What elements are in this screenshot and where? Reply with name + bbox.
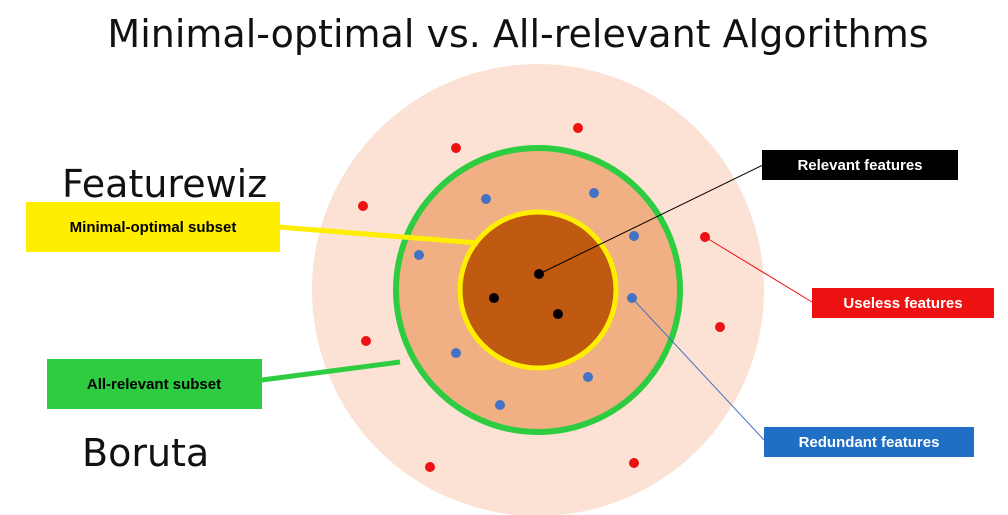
title: Minimal-optimal vs. All-relevant Algorit… xyxy=(107,12,928,56)
allrelevant-box xyxy=(47,359,262,409)
redundant-box xyxy=(764,427,974,457)
relevant-callout: Relevant features xyxy=(797,157,922,174)
useless-callout: Useless features xyxy=(843,295,962,312)
minimal-leader xyxy=(277,224,479,246)
useless-leader xyxy=(704,236,813,303)
featurewiz-label: Featurewiz xyxy=(62,162,267,206)
minimal-callout: Minimal-optimal subset xyxy=(70,219,237,236)
redundant-callout: Redundant features xyxy=(799,434,940,451)
useless-box xyxy=(812,288,994,318)
allrelevant-leader xyxy=(261,359,401,383)
boruta-label: Boruta xyxy=(82,431,209,475)
minimal-circle xyxy=(457,209,619,371)
useless-dots xyxy=(358,123,725,472)
allrelevant-callout: All-relevant subset xyxy=(87,376,221,393)
relevant-box xyxy=(762,150,958,180)
redundant-leader xyxy=(631,297,766,442)
minimal-box xyxy=(26,202,280,252)
relevant-leader xyxy=(538,163,766,275)
